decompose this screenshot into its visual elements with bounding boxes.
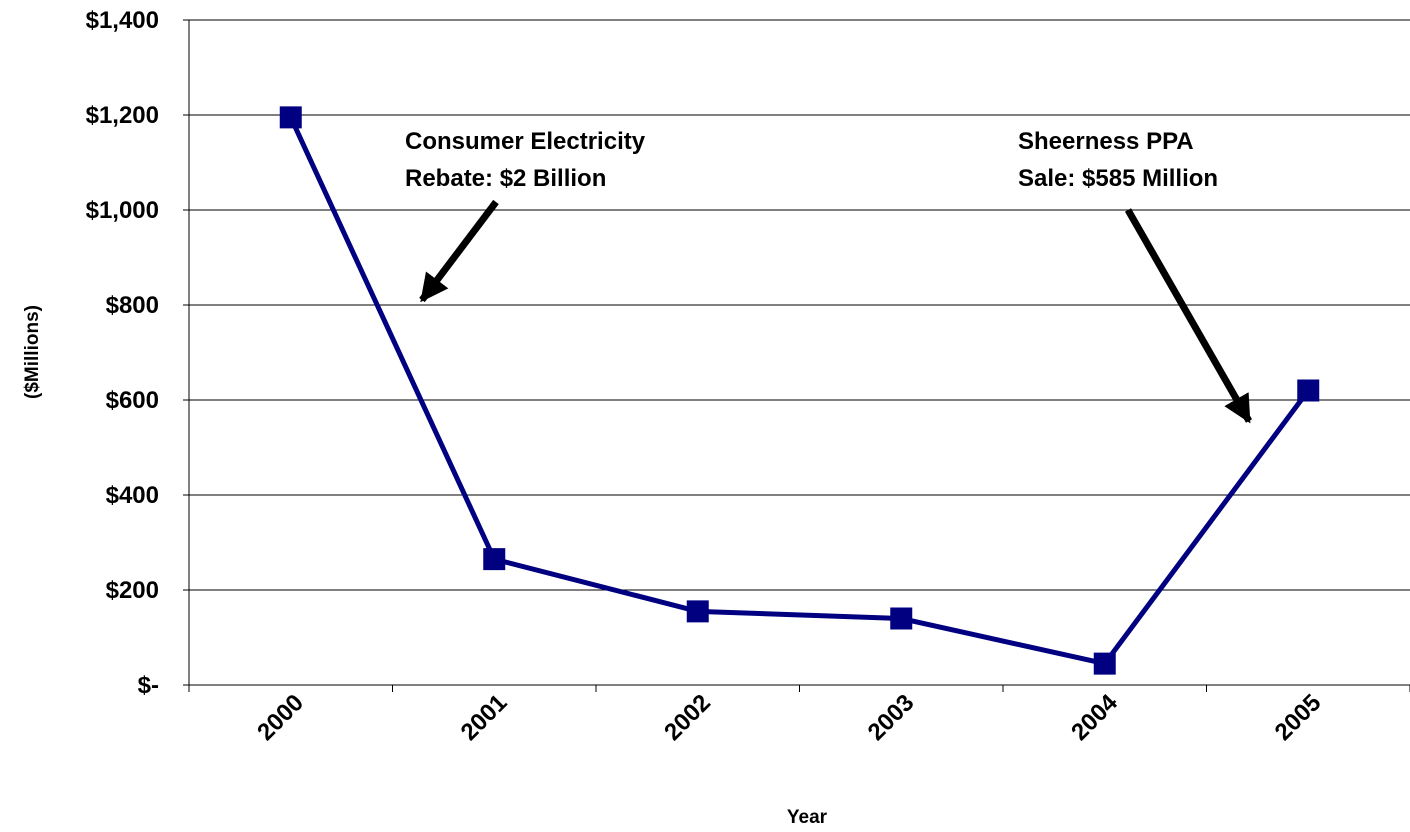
- data-point-marker: [686, 600, 709, 623]
- x-tick-label: 2001: [456, 689, 513, 746]
- x-tick-label: 2003: [863, 689, 920, 746]
- x-tick-label: 2005: [1270, 689, 1327, 746]
- y-axis-title: ($Millions): [22, 305, 43, 399]
- y-tick-label: $400: [106, 482, 159, 509]
- y-tick-label: $1,000: [86, 197, 159, 224]
- annotation-sheerness-arrow: [1124, 208, 1253, 424]
- x-tick-label: 2004: [1066, 689, 1123, 746]
- data-point-marker: [483, 548, 506, 571]
- annotations: Consumer Electricity Rebate: $2 Billion …: [405, 128, 1253, 424]
- data-point-marker: [1297, 379, 1320, 402]
- series-line: [279, 106, 1320, 675]
- x-axis-title: Year: [787, 807, 828, 828]
- axes: [183, 19, 1410, 692]
- annotation-rebate-line-1: Consumer Electricity: [405, 128, 646, 155]
- y-tick-label: $600: [106, 387, 159, 414]
- y-tick-label: $1,200: [86, 102, 159, 129]
- y-tick-label: $800: [106, 292, 159, 319]
- x-tick-label: 2000: [252, 689, 309, 746]
- annotation-sheerness-line-1: Sheerness PPA: [1018, 128, 1194, 155]
- gridlines: [189, 19, 1410, 591]
- data-point-marker: [890, 607, 913, 630]
- y-tick-label: $-: [138, 672, 159, 699]
- tick-labels: $- $200 $400 $600 $800 $1,000 $1,200 $1,400 2000…: [86, 7, 1327, 746]
- annotation-rebate-arrow: [419, 199, 499, 303]
- y-tick-label: $1,400: [86, 7, 159, 34]
- data-point-marker: [1093, 652, 1116, 675]
- x-tick-label: 2002: [659, 689, 716, 746]
- y-tick-label: $200: [106, 577, 159, 604]
- data-point-marker: [279, 106, 302, 129]
- annotation-sheerness-line-2: Sale: $585 Million: [1018, 165, 1218, 192]
- annotation-rebate-line-2: Rebate: $2 Billion: [405, 165, 606, 192]
- series-line-path: [288, 116, 1311, 667]
